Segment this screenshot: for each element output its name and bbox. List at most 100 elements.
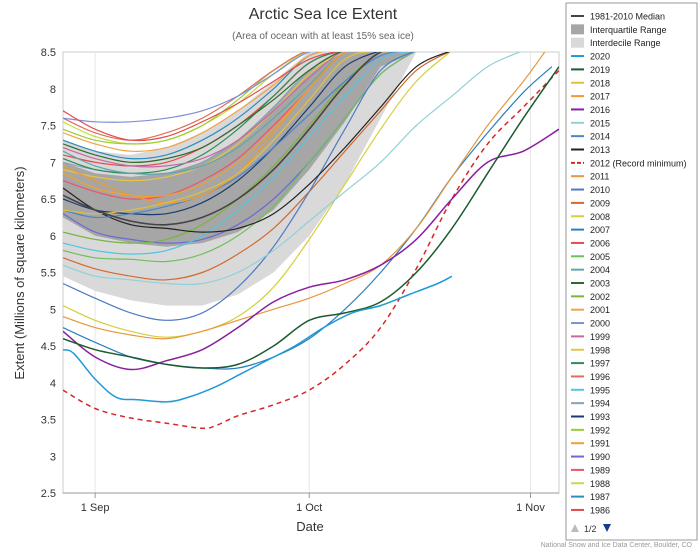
legend-item[interactable]: 1997 xyxy=(571,359,610,369)
legend-item[interactable]: 1993 xyxy=(571,412,610,422)
legend-item[interactable]: 2013 xyxy=(571,145,610,155)
legend-label: 2005 xyxy=(590,252,610,262)
y-tick-label: 5 xyxy=(50,304,56,316)
legend-label: 1998 xyxy=(590,345,610,355)
legend-label: 1999 xyxy=(590,332,610,342)
x-tick-label: 1 Sep xyxy=(81,502,110,514)
series-line-2006 xyxy=(63,52,339,142)
series-line-1997 xyxy=(63,52,341,174)
legend-item[interactable]: 1988 xyxy=(571,479,610,489)
legend-label: 1992 xyxy=(590,425,610,435)
pager-down-icon[interactable] xyxy=(603,524,611,532)
legend-item[interactable]: 2016 xyxy=(571,105,610,115)
legend-label: 1993 xyxy=(590,412,610,422)
series-line-2000 xyxy=(63,52,312,123)
legend-item[interactable]: 1999 xyxy=(571,332,610,342)
legend-label: 1994 xyxy=(590,399,610,409)
legend-pager[interactable]: 1/2 xyxy=(571,524,611,534)
legend-item[interactable]: 1995 xyxy=(571,385,610,395)
series-line-1987 xyxy=(63,52,324,160)
series-line-2014 xyxy=(63,52,400,219)
legend-label: 1989 xyxy=(590,465,610,475)
legend-item[interactable]: 2018 xyxy=(571,78,610,88)
legend-label: 2008 xyxy=(590,212,610,222)
legend-item[interactable]: 2003 xyxy=(571,279,610,289)
legend-item[interactable]: 1990 xyxy=(571,452,610,462)
series-line-2010 xyxy=(63,52,415,321)
series-line-1981-2010 xyxy=(63,52,383,226)
y-tick-label: 7.5 xyxy=(41,121,56,133)
legend-item[interactable]: 2010 xyxy=(571,185,610,195)
legend-label: 1988 xyxy=(590,479,610,489)
legend-label: 1991 xyxy=(590,439,610,449)
source-credit: National Snow and Ice Data Center, Bould… xyxy=(541,542,693,549)
y-tick-label: 4 xyxy=(50,378,56,390)
legend-item[interactable]: 2008 xyxy=(571,212,610,222)
legend-item[interactable]: 2014 xyxy=(571,132,610,142)
legend-item[interactable]: 2006 xyxy=(571,238,610,248)
x-tick-labels: 1 Sep 1 Oct 1 Nov xyxy=(81,493,545,514)
legend-label: 2015 xyxy=(590,118,610,128)
legend-item[interactable]: 1996 xyxy=(571,372,610,382)
series-line-2013 xyxy=(63,52,450,233)
legend-label: 1995 xyxy=(590,385,610,395)
legend-item[interactable]: 2012 (Record minimum) xyxy=(571,158,687,168)
legend-item[interactable]: 1987 xyxy=(571,492,610,502)
series-line-2015 xyxy=(63,52,522,286)
legend-label: Interquartile Range xyxy=(590,25,667,35)
legend-label: 1996 xyxy=(590,372,610,382)
legend-label: 2012 (Record minimum) xyxy=(590,158,687,168)
legend-label: 2020 xyxy=(590,52,610,62)
legend-item[interactable]: 2011 xyxy=(571,172,609,182)
legend-label: 1986 xyxy=(590,505,610,515)
legend-label: 2014 xyxy=(590,132,610,142)
legend-label: 2001 xyxy=(590,305,610,315)
y-tick-label: 4.5 xyxy=(41,341,56,353)
legend-swatch xyxy=(571,37,584,48)
legend-item[interactable]: 2015 xyxy=(571,118,610,128)
legend-item[interactable]: 2005 xyxy=(571,252,610,262)
series-line-1996 xyxy=(63,52,307,141)
legend-label: 1990 xyxy=(590,452,610,462)
pager-up-icon[interactable] xyxy=(571,524,579,532)
legend-item[interactable]: Interdecile Range xyxy=(571,37,661,49)
legend-item[interactable]: Interquartile Range xyxy=(571,24,667,35)
series-line-1999 xyxy=(63,52,344,168)
series-line-2012 xyxy=(63,69,559,430)
series-line-2008 xyxy=(63,52,452,338)
x-tick-label: 1 Oct xyxy=(296,502,322,514)
plot-area xyxy=(62,51,560,494)
y-tick-label: 6 xyxy=(50,231,56,243)
legend-item[interactable]: 2002 xyxy=(571,292,610,302)
legend: 1981-2010 Median Interquartile Range Inter… xyxy=(565,2,698,541)
legend-item[interactable]: 1981-2010 Median xyxy=(571,12,665,22)
legend-label: 2017 xyxy=(590,92,610,102)
legend-item[interactable]: 2007 xyxy=(571,225,610,235)
legend-item[interactable]: 1994 xyxy=(571,399,610,409)
series-line-2002 xyxy=(63,52,380,244)
legend-label: 2006 xyxy=(590,238,610,248)
legend-label: 2003 xyxy=(590,279,610,289)
legend-item[interactable]: 1998 xyxy=(571,345,610,355)
legend-label: 2004 xyxy=(590,265,610,275)
series-line-1995 xyxy=(63,52,411,255)
legend-label: 2016 xyxy=(590,105,610,115)
legend-item[interactable]: 1989 xyxy=(571,465,610,475)
series-line-2019 xyxy=(63,66,559,369)
legend-item[interactable]: 2020 xyxy=(571,52,610,62)
legend-label: 2002 xyxy=(590,292,610,302)
legend-item[interactable]: 1986 xyxy=(571,505,610,515)
legend-label: 2007 xyxy=(590,225,610,235)
y-tick-label: 5.5 xyxy=(41,268,56,280)
chart-subtitle: (Area of ocean with at least 15% sea ice… xyxy=(232,31,414,42)
legend-item[interactable]: 1991 xyxy=(571,439,610,449)
legend-item[interactable]: 2019 xyxy=(571,65,610,75)
legend-item[interactable]: 2000 xyxy=(571,319,610,329)
legend-label: 2011 xyxy=(590,172,609,182)
legend-item[interactable]: 2009 xyxy=(571,198,610,208)
legend-item[interactable]: 2001 xyxy=(571,305,610,315)
legend-item[interactable]: 2004 xyxy=(571,265,610,275)
series-line-2018 xyxy=(63,52,372,215)
legend-item[interactable]: 1992 xyxy=(571,425,610,435)
legend-item[interactable]: 2017 xyxy=(571,92,610,102)
